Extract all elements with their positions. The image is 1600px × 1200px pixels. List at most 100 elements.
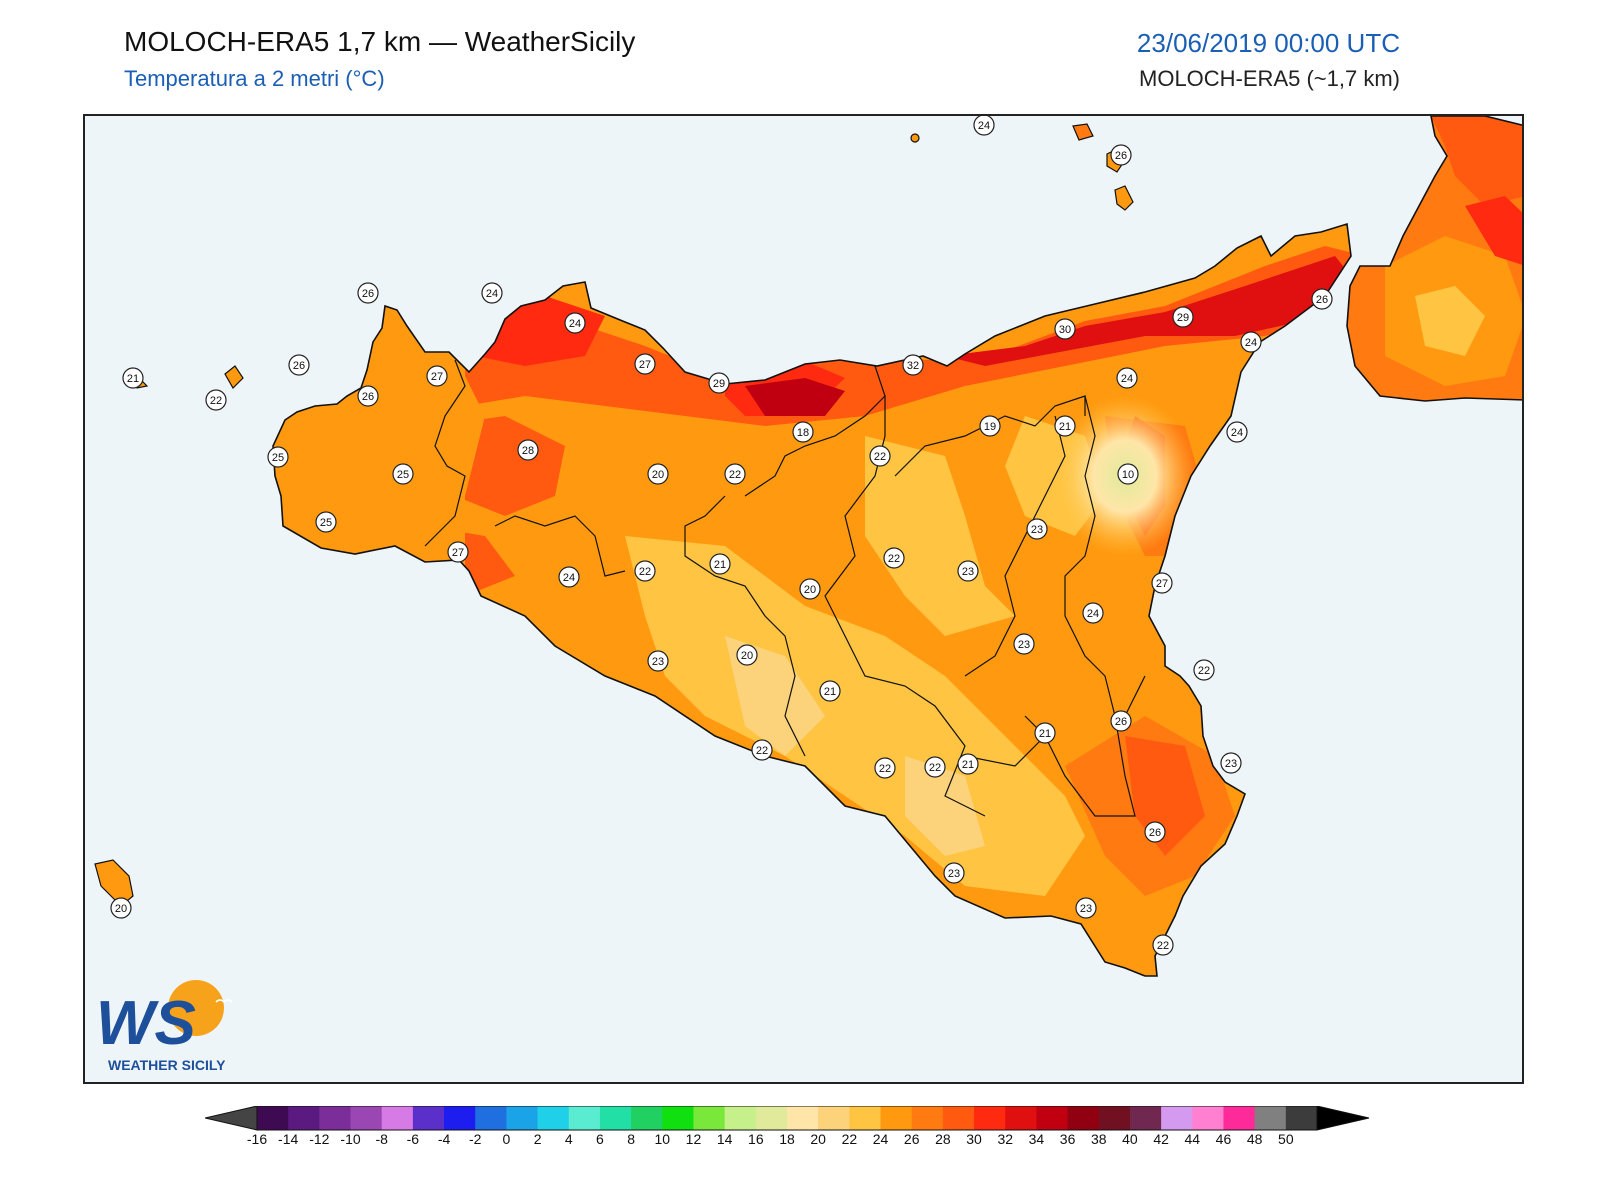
station-marker: 22 bbox=[869, 445, 891, 467]
station-value: 29 bbox=[1177, 312, 1189, 324]
logo-wordmark: WEATHER SICILY bbox=[108, 1057, 226, 1073]
colorbar-canvas: -16 -14 -12 -10 -8 -6 -4 -2 0 2 4 6 8 10 12 14 16 18 20 22 2… bbox=[205, 1106, 1370, 1146]
colorbar-tick-label: 46 bbox=[1216, 1131, 1232, 1146]
station-marker: 23 bbox=[1013, 633, 1035, 655]
station-value: 24 bbox=[1231, 427, 1243, 439]
station-value: 24 bbox=[563, 572, 575, 584]
station-circle bbox=[1144, 821, 1166, 843]
colorbar-swatch bbox=[1129, 1106, 1162, 1130]
station-marker: 22 bbox=[883, 547, 905, 569]
map-title: MOLOCH-ERA5 1,7 km — WeatherSicily bbox=[124, 26, 636, 57]
colorbar-swatch bbox=[1192, 1106, 1224, 1130]
colorbar-tick-label: 26 bbox=[904, 1131, 920, 1146]
station-circle bbox=[819, 680, 841, 702]
station-marker: 22 bbox=[724, 463, 746, 485]
station-marker: 22 bbox=[1152, 934, 1174, 956]
station-value: 24 bbox=[486, 288, 498, 300]
station-value: 23 bbox=[1031, 524, 1043, 536]
station-marker: 20 bbox=[736, 644, 758, 666]
station-circle bbox=[869, 445, 891, 467]
map-subtitle: Temperatura a 2 metri (°C) bbox=[124, 66, 385, 91]
station-marker: 27 bbox=[634, 353, 656, 375]
station-marker: 25 bbox=[315, 511, 337, 533]
model-name: MOLOCH-ERA5 (~1,7 km) bbox=[1139, 66, 1400, 91]
station-value: 22 bbox=[1157, 940, 1169, 952]
station-circle bbox=[751, 739, 773, 761]
station-circle bbox=[1220, 752, 1242, 774]
colorbar-tick-label: 40 bbox=[1122, 1131, 1138, 1146]
station-value: 22 bbox=[879, 763, 891, 775]
map-canvas: 24 26 26 24 24 21 22 26 27 27 29 32 30 29 26 24 26 18 19 21… bbox=[94, 116, 1522, 977]
station-circle bbox=[647, 463, 669, 485]
station-marker: 26 bbox=[288, 354, 310, 376]
station-circle bbox=[564, 312, 586, 334]
station-value: 10 bbox=[1122, 469, 1134, 481]
station-value: 32 bbox=[907, 360, 919, 372]
colorbar-swatch bbox=[631, 1106, 663, 1130]
station-value: 27 bbox=[1156, 578, 1168, 590]
station-value: 26 bbox=[1115, 716, 1127, 728]
colorbar-tick-label: 0 bbox=[503, 1131, 511, 1146]
station-circle bbox=[288, 354, 310, 376]
station-marker: 22 bbox=[874, 757, 896, 779]
colorbar-tick-label: 30 bbox=[966, 1131, 982, 1146]
colorbar-swatch bbox=[319, 1106, 352, 1130]
station-value: 25 bbox=[272, 452, 284, 464]
station-circle bbox=[426, 365, 448, 387]
station-circle bbox=[792, 421, 814, 443]
small-islands bbox=[94, 123, 1134, 907]
station-value: 20 bbox=[741, 650, 753, 662]
colorbar-swatch bbox=[381, 1106, 414, 1130]
colorbar-tick-label: 38 bbox=[1091, 1131, 1107, 1146]
colorbar-tick-label: 32 bbox=[997, 1131, 1013, 1146]
station-circle bbox=[736, 644, 758, 666]
station-value: 22 bbox=[210, 395, 222, 407]
station-value: 22 bbox=[874, 451, 886, 463]
station-value: 22 bbox=[1198, 665, 1210, 677]
station-circle bbox=[924, 756, 946, 778]
station-marker: 22 bbox=[751, 739, 773, 761]
station-circle bbox=[943, 862, 965, 884]
colorbar-swatch bbox=[506, 1106, 539, 1130]
colorbar-tick-label: 18 bbox=[779, 1131, 795, 1146]
station-marker: 23 bbox=[943, 862, 965, 884]
colorbar-tick-label: -10 bbox=[340, 1131, 360, 1146]
station-value: 28 bbox=[522, 445, 534, 457]
colorbar-swatch bbox=[1285, 1106, 1318, 1130]
sicily-temperature-field bbox=[273, 224, 1351, 976]
colorbar-swatch bbox=[911, 1106, 944, 1130]
station-value: 24 bbox=[569, 318, 581, 330]
colorbar-tick-label: 24 bbox=[873, 1131, 889, 1146]
station-value: 21 bbox=[824, 686, 836, 698]
station-circle bbox=[724, 463, 746, 485]
colorbar-tick-label: 6 bbox=[596, 1131, 604, 1146]
station-circle bbox=[708, 372, 730, 394]
station-marker: 26 bbox=[1110, 144, 1132, 166]
colorbar-tick-label: 20 bbox=[810, 1131, 826, 1146]
station-marker: 24 bbox=[1240, 331, 1262, 353]
station-value: 24 bbox=[1087, 608, 1099, 620]
colorbar-swatch bbox=[787, 1106, 819, 1130]
station-marker: 23 bbox=[1220, 752, 1242, 774]
station-marker: 24 bbox=[1116, 367, 1138, 389]
station-circle bbox=[1151, 572, 1173, 594]
station-value: 23 bbox=[1225, 758, 1237, 770]
station-circle bbox=[558, 566, 580, 588]
station-circle bbox=[1117, 463, 1139, 485]
station-circle bbox=[799, 578, 821, 600]
colorbar-swatch bbox=[974, 1106, 1006, 1130]
station-value: 21 bbox=[1059, 421, 1071, 433]
station-marker: 26 bbox=[1144, 821, 1166, 843]
colorbar-swatch bbox=[412, 1106, 445, 1130]
station-marker: 21 bbox=[709, 553, 731, 575]
colorbar-swatch bbox=[1005, 1106, 1037, 1130]
colorbar-swatch bbox=[568, 1106, 601, 1130]
station-value: 25 bbox=[397, 469, 409, 481]
station-value: 20 bbox=[115, 903, 127, 915]
station-marker: 23 bbox=[957, 560, 979, 582]
station-marker: 32 bbox=[902, 354, 924, 376]
station-circle bbox=[883, 547, 905, 569]
colorbar-tick-label: -16 bbox=[247, 1131, 267, 1146]
colorbar-swatch bbox=[444, 1106, 476, 1130]
colorbar-tick-label: -2 bbox=[469, 1131, 482, 1146]
